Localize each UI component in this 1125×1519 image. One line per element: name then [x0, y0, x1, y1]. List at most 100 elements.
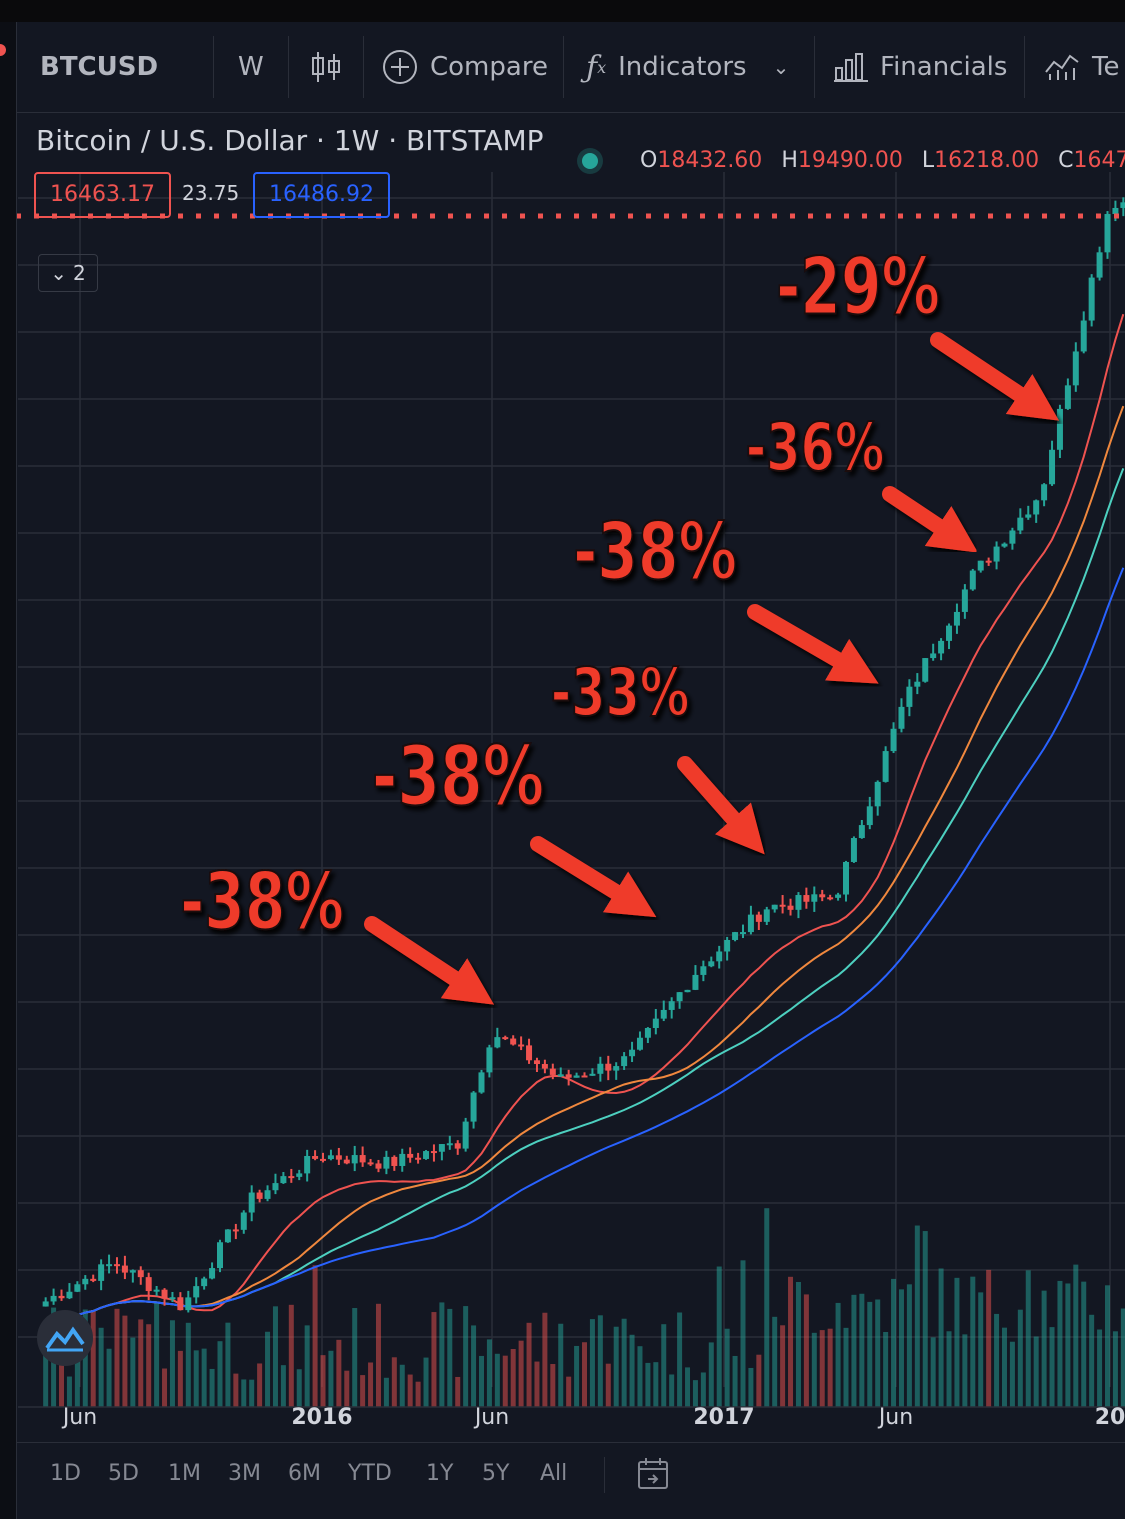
date-range-bar: 1D 5D 1M 3M 6M YTD 1Y 5Y All	[16, 1442, 1125, 1519]
toolbar-divider	[288, 36, 289, 98]
bar-chart-icon	[834, 52, 868, 82]
range-ytd-button[interactable]: YTD	[348, 1461, 392, 1486]
candle-body	[280, 1176, 287, 1184]
volume-bar	[106, 1348, 112, 1407]
go-to-date-icon[interactable]	[636, 1457, 672, 1495]
candle-body	[597, 1063, 604, 1074]
volume-bar	[272, 1306, 278, 1407]
left-toolbar-edge	[0, 22, 17, 1519]
candle-body	[264, 1190, 271, 1199]
candle-body	[137, 1270, 144, 1278]
volume-bar	[241, 1379, 247, 1407]
compare-button[interactable]: Compare	[382, 22, 548, 112]
candlesticks	[42, 197, 1125, 1313]
range-6m-button[interactable]: 6M	[288, 1461, 321, 1486]
candle-body	[549, 1068, 556, 1075]
candle-body	[533, 1060, 540, 1065]
volume-bar	[74, 1333, 80, 1407]
candle-body	[185, 1297, 192, 1311]
volume-bar	[1049, 1327, 1055, 1407]
volume-bar	[740, 1260, 746, 1407]
symbol-search-button[interactable]: BTCUSD	[40, 22, 158, 112]
candle-body	[256, 1192, 263, 1199]
volume-bar	[383, 1377, 389, 1407]
candle-body	[890, 728, 897, 752]
candle-body	[977, 560, 984, 571]
volume-bar	[1105, 1285, 1111, 1407]
candle-body	[636, 1037, 643, 1050]
volume-bar	[772, 1316, 778, 1407]
financials-button[interactable]: Financials	[834, 22, 1007, 112]
candle-body	[1041, 484, 1048, 501]
candle-body	[866, 806, 873, 826]
volume-bar	[661, 1324, 667, 1407]
spread-value: 23.75	[182, 181, 240, 205]
range-1y-button[interactable]: 1Y	[426, 1461, 454, 1486]
volume-bar	[225, 1322, 231, 1407]
tradingview-logo-icon[interactable]	[37, 1310, 93, 1366]
candle-body	[526, 1045, 533, 1061]
volume-bar	[1073, 1264, 1079, 1407]
volume-bar	[843, 1327, 849, 1407]
candle-body	[708, 961, 715, 967]
candle-body	[922, 658, 929, 682]
volume-bar	[471, 1325, 477, 1407]
candle-body	[423, 1151, 430, 1159]
volume-bar	[613, 1326, 619, 1407]
volume-bar	[320, 1355, 326, 1407]
volume-bar	[859, 1293, 865, 1407]
range-5y-button[interactable]: 5Y	[482, 1461, 510, 1486]
chevron-down-icon[interactable]: ⌄	[772, 55, 790, 79]
candle-body	[660, 1009, 667, 1019]
volume-bar	[677, 1312, 683, 1407]
range-5d-button[interactable]: 5D	[108, 1461, 139, 1486]
candle-body	[1080, 320, 1087, 352]
templates-button[interactable]: Te	[1044, 22, 1119, 112]
volume-bar	[780, 1325, 786, 1407]
volume-bar	[312, 1265, 318, 1407]
range-1m-button[interactable]: 1M	[168, 1461, 201, 1486]
range-1d-button[interactable]: 1D	[50, 1461, 81, 1486]
volume-bar	[550, 1364, 556, 1407]
close-value: 16472.	[1073, 148, 1125, 173]
candle-body	[296, 1173, 303, 1177]
candle-body	[90, 1278, 97, 1281]
low-value: 16218.00	[934, 148, 1040, 173]
arrow-icon	[530, 836, 657, 918]
volume-bar	[669, 1374, 675, 1407]
volume-bar	[938, 1268, 944, 1407]
volume-bar	[423, 1357, 429, 1407]
volume-bar	[328, 1350, 334, 1407]
chart-type-button[interactable]	[310, 22, 354, 112]
candle-body	[478, 1072, 485, 1093]
range-all-button[interactable]: All	[540, 1461, 568, 1486]
candle-body	[1088, 277, 1095, 321]
volume-bar	[375, 1303, 381, 1407]
volume-bar	[732, 1355, 738, 1407]
interval-button[interactable]: W	[238, 22, 264, 112]
collapse-indicators-button[interactable]: ⌄ 2	[38, 254, 98, 292]
x-axis: Jun 2016 Jun 2017 Jun 20	[18, 1405, 1125, 1430]
candle-body	[1072, 351, 1079, 386]
volume-bar	[946, 1331, 952, 1407]
buy-price-button[interactable]: 16486.92	[253, 172, 390, 218]
volume-bar	[415, 1381, 421, 1407]
candle-body	[1049, 449, 1056, 485]
sell-price-button[interactable]: 16463.17	[34, 172, 171, 218]
volume-bar	[391, 1357, 397, 1407]
volume-bar	[368, 1362, 374, 1407]
candle-body	[930, 653, 937, 659]
candle-body	[248, 1192, 255, 1213]
volume-bar	[1097, 1329, 1103, 1407]
range-3m-button[interactable]: 3M	[228, 1461, 261, 1486]
volume-bar	[1009, 1341, 1015, 1407]
x-tick-label: Jun	[877, 1405, 913, 1430]
price-chart[interactable]: Jun 2016 Jun 2017 Jun 20 -38%-38%-33%-38%-36%…	[0, 22, 1125, 1519]
volume-bar	[986, 1269, 992, 1407]
close-label: C	[1058, 148, 1074, 173]
arrow-icon	[747, 604, 879, 684]
volume-bar	[494, 1353, 500, 1407]
volume-bar	[582, 1342, 588, 1407]
volume-bar	[875, 1299, 881, 1407]
